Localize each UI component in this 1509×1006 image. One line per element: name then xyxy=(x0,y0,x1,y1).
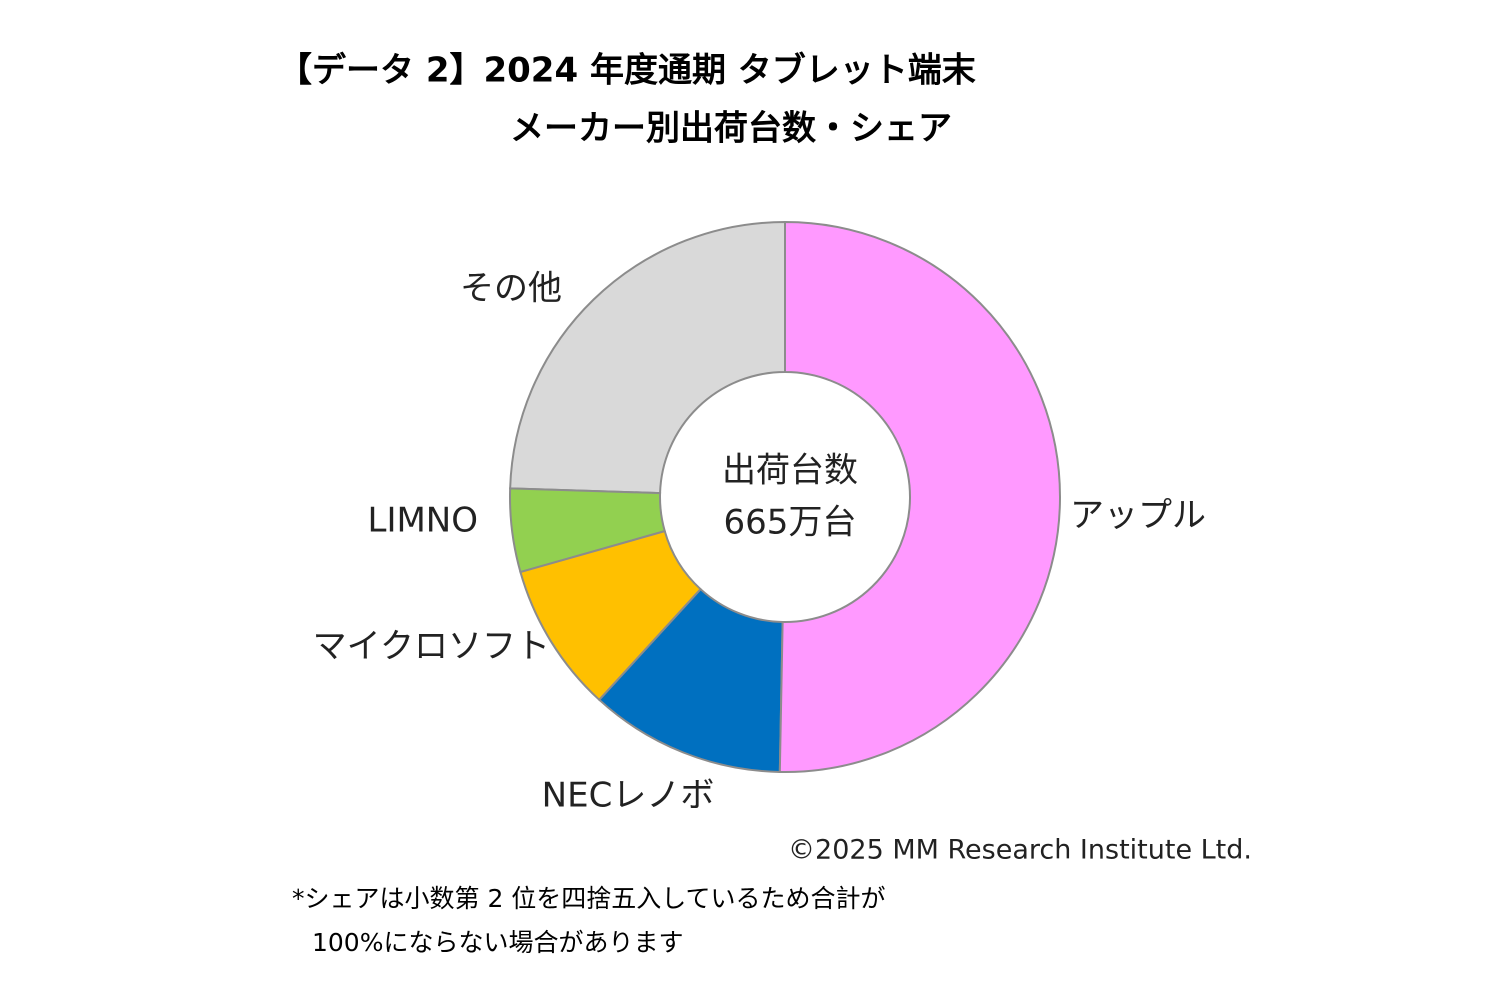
footnote: 100%にならない場合があります xyxy=(312,928,683,957)
center-label: 出荷台数 xyxy=(722,451,858,491)
center-label: 665万台 xyxy=(724,503,857,543)
copyright: ©2025 MM Research Institute Ltd. xyxy=(788,835,1252,866)
donut-slice xyxy=(509,220,786,495)
slice-label: その他 xyxy=(460,269,562,309)
slice-label: マイクロソフト xyxy=(313,627,550,667)
chart-title: 【データ 2】2024 年度通期 タブレット端末 xyxy=(278,51,976,91)
donut-slice xyxy=(597,587,784,773)
footnote: *シェアは小数第 2 位を四捨五入しているため合計が xyxy=(292,884,886,913)
donut-slice xyxy=(509,487,666,574)
donut-slice xyxy=(778,220,1061,773)
slice-label: アップル xyxy=(1070,496,1206,536)
chart-title: メーカー別出荷台数・シェア xyxy=(510,109,952,149)
slice-label: LIMNO xyxy=(368,501,479,541)
donut-slice xyxy=(519,529,702,702)
slice-label: NECレノボ xyxy=(542,776,715,816)
